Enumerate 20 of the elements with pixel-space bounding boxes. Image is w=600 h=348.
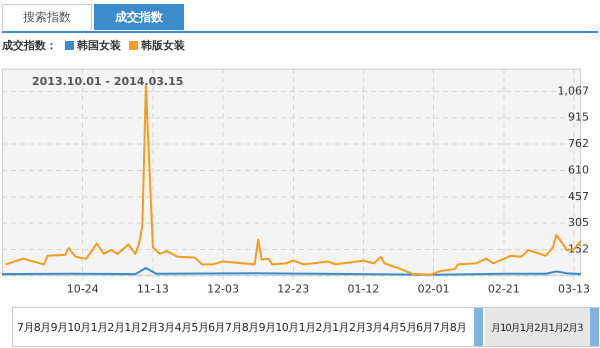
x-tick-label: 12-03 bbox=[207, 282, 240, 296]
y-tick-label: 610 bbox=[568, 163, 589, 176]
y-tick-label: 457 bbox=[568, 190, 589, 203]
x-tick-label: 02-01 bbox=[418, 282, 450, 296]
x-tick-label: 11-13 bbox=[136, 282, 169, 296]
x-tick-label: 03-13 bbox=[558, 282, 590, 296]
text: 搜索指数 bbox=[2, 4, 92, 30]
y-tick-label: 305 bbox=[568, 216, 589, 229]
y-tick-label: 1,067 bbox=[558, 84, 589, 98]
text: 7月8月9月10月1月2月1月2月3月4月5月6月7月8月9月10月1月2月1月2月3月4月5月6月7月8月 bbox=[17, 320, 467, 335]
legend-label: 韩版女装 bbox=[141, 39, 185, 52]
x-tick-label: 10-24 bbox=[66, 282, 99, 296]
legend-label: 韩国女装 bbox=[77, 39, 121, 52]
y-tick-label: 915 bbox=[568, 110, 589, 124]
x-tick-label: 01-12 bbox=[347, 282, 380, 296]
legend-title: 成交指数： bbox=[2, 39, 57, 52]
y-tick-label: 762 bbox=[568, 137, 589, 150]
x-tick-label: 12-23 bbox=[277, 282, 310, 296]
text: 2013.10.01 - 2014.03.15 bbox=[32, 74, 184, 88]
x-tick-label: 02-21 bbox=[488, 282, 520, 296]
